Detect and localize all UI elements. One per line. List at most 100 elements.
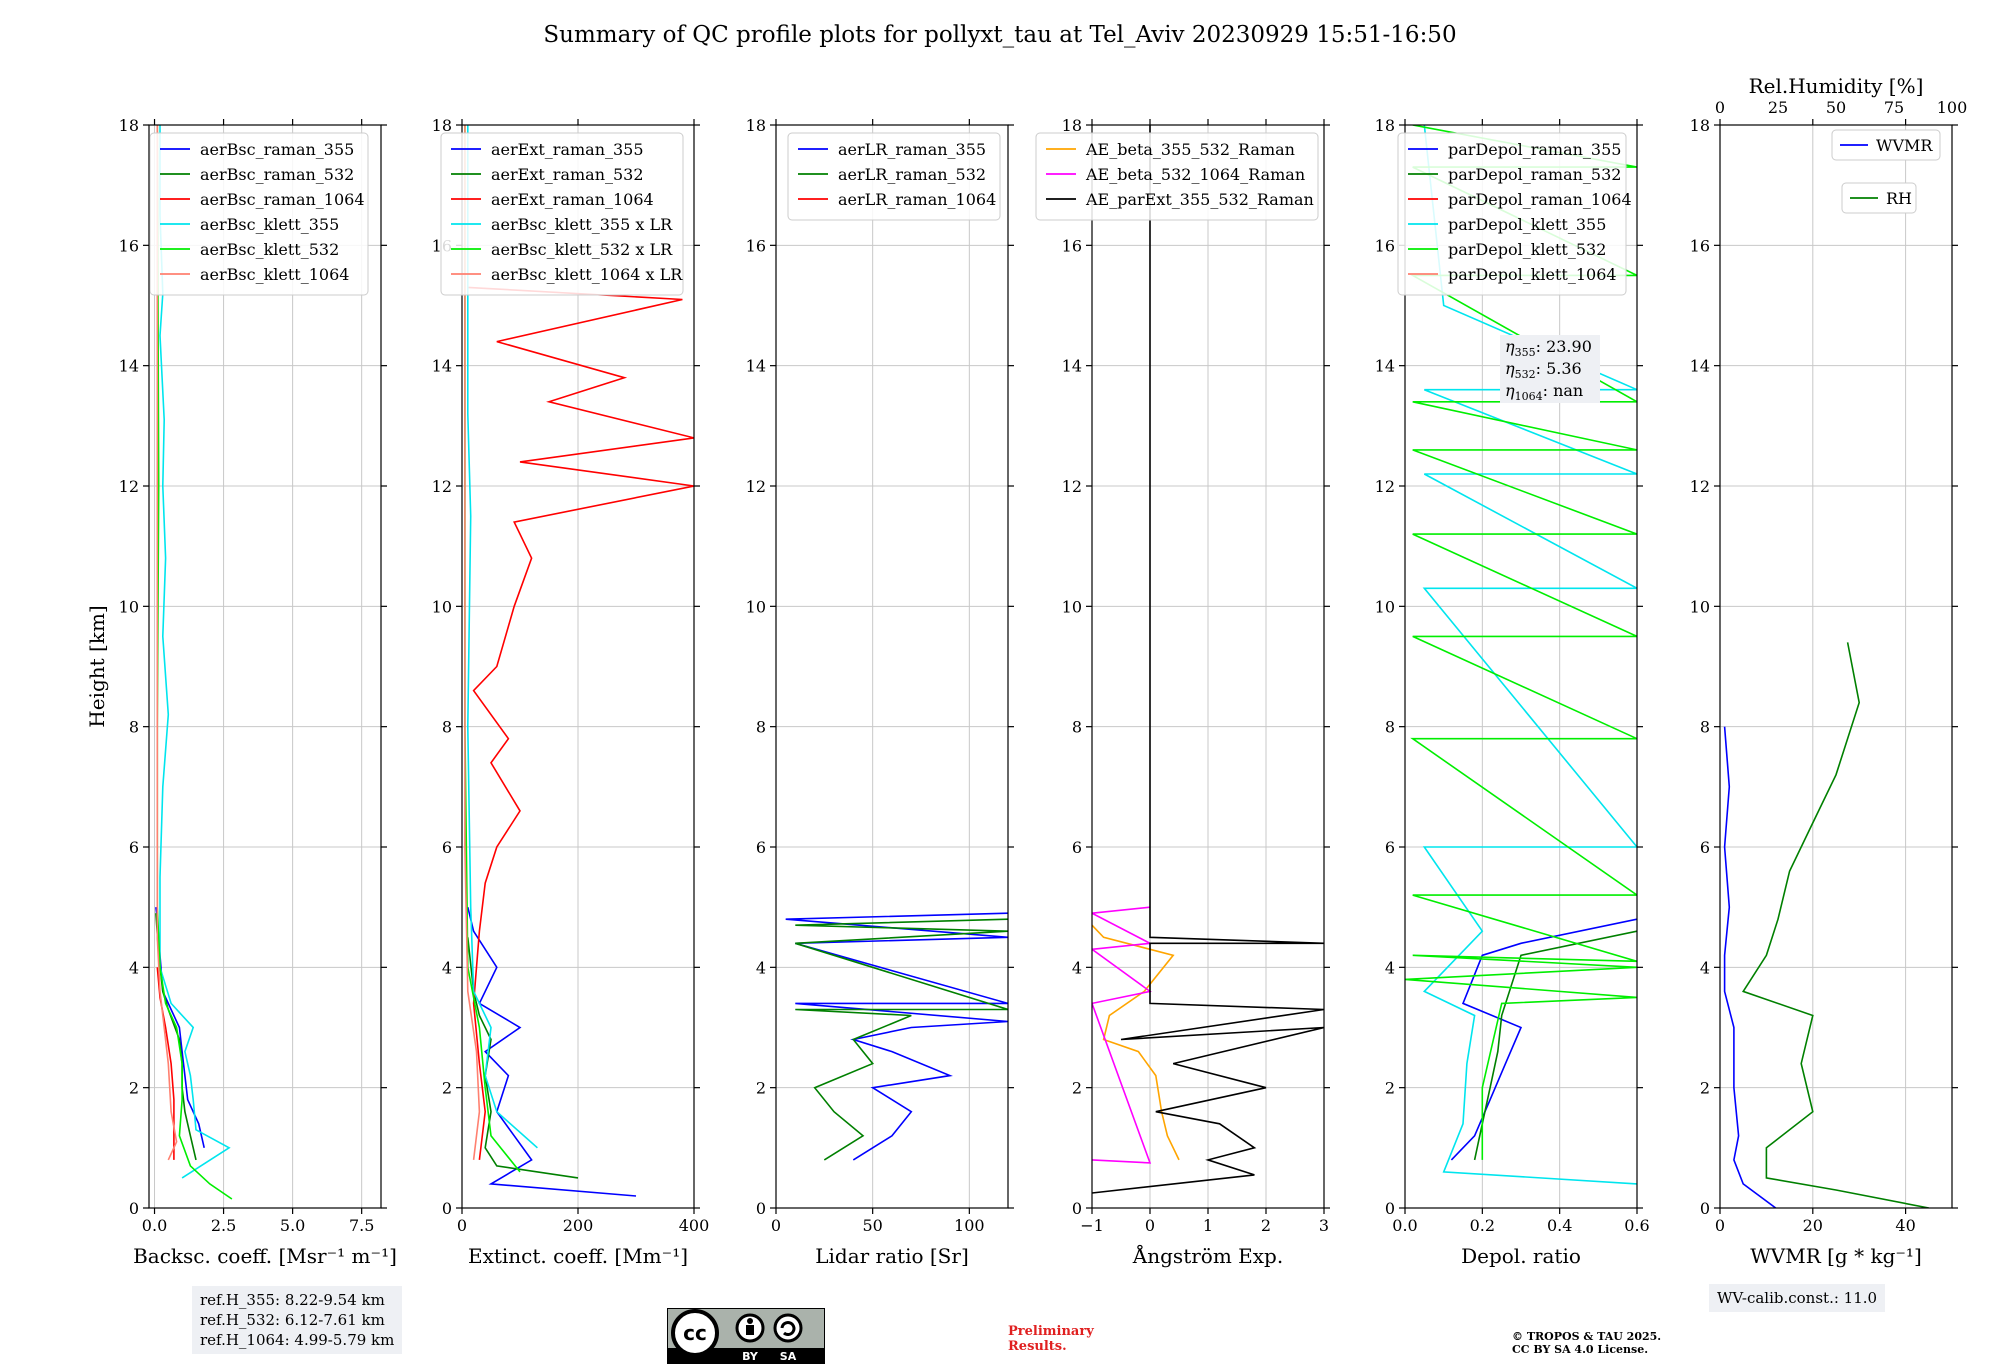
y-tick-label: 16 xyxy=(746,236,766,255)
axes-frame xyxy=(775,124,1009,1209)
y-tick-label: 4 xyxy=(129,958,139,977)
legend: WVMR xyxy=(1831,129,1941,161)
series-line-WVMR xyxy=(1723,726,1777,1208)
series-line-aerExt_raman_355 xyxy=(467,907,637,1197)
panel-lidar_ratio: 0 50 100 0 2 4 6 8 10 12 14 16 18 Lidar ratio [Sr] aer… xyxy=(746,116,1014,1268)
y-tick-label: 12 xyxy=(1062,477,1082,496)
x-axis-label: Backsc. coeff. [Msr⁻¹ m⁻¹] xyxy=(133,1244,397,1268)
y-tick-label: 10 xyxy=(1375,597,1395,616)
series-group xyxy=(1092,125,1324,1194)
y-tick-label: 10 xyxy=(1690,597,1710,616)
x-tick-label: 1 xyxy=(1203,1216,1213,1235)
y-tick-label: 14 xyxy=(1375,357,1395,376)
by-label: BY xyxy=(742,1350,759,1363)
y-tick-label: 2 xyxy=(756,1079,766,1098)
series-line-aerBsc_klett_1064 xyxy=(156,125,178,1161)
y-tick-label: 18 xyxy=(1375,116,1395,135)
legend-label: RH xyxy=(1886,189,1912,208)
figure-title: Summary of QC profile plots for pollyxt_… xyxy=(543,22,1457,48)
y-tick-label: 18 xyxy=(1062,116,1082,135)
legend: aerLR_raman_355 aerLR_raman_532 aerLR_rama… xyxy=(787,132,1001,221)
y-axis-label: Height [km] xyxy=(85,605,109,727)
series-line-aerBsc_klett_1064 x LR xyxy=(464,125,481,1160)
series-group xyxy=(155,125,233,1200)
legend-label: aerExt_raman_355 xyxy=(491,140,644,159)
x2-tick-label: 0 xyxy=(1715,98,1725,117)
x-tick-label: 0 xyxy=(457,1216,467,1235)
y-tick-label: 2 xyxy=(1072,1079,1082,1098)
y-tick-label: 16 xyxy=(119,236,139,255)
x-tick-label: 200 xyxy=(563,1216,594,1235)
y-tick-label: 0 xyxy=(1072,1199,1082,1218)
legend-label: parDepol_klett_1064 xyxy=(1448,265,1617,284)
y-tick-label: 8 xyxy=(1385,718,1395,737)
x-tick-label: −1 xyxy=(1080,1216,1104,1235)
legend-label: aerExt_raman_532 xyxy=(491,165,644,184)
series-line-aerBsc_klett_355 x LR xyxy=(466,125,538,1149)
cc-icon xyxy=(671,1309,719,1357)
series-group xyxy=(785,912,1008,1161)
legend-label: aerBsc_raman_1064 xyxy=(200,190,365,209)
sa-label: SA xyxy=(780,1350,797,1363)
legend-label: aerBsc_raman_532 xyxy=(200,165,354,184)
y-tick-label: 6 xyxy=(442,838,452,857)
legend-label: aerBsc_klett_532 x LR xyxy=(491,240,673,259)
y-tick-label: 6 xyxy=(1700,838,1710,857)
x2-tick-label: 50 xyxy=(1826,98,1846,117)
x-tick-label: 0.6 xyxy=(1624,1216,1649,1235)
legend: AE_beta_355_532_Raman AE_beta_532_1064_Ra… xyxy=(1035,132,1319,221)
y-tick-label: 4 xyxy=(1700,958,1710,977)
y-tick-label: 0 xyxy=(1385,1199,1395,1218)
x2-tick-label: 75 xyxy=(1884,98,1904,117)
legend-label: aerBsc_klett_1064 x LR xyxy=(491,265,683,284)
eta-line-1064: η1064: nan xyxy=(1505,381,1583,403)
y-tick-label: 8 xyxy=(1700,718,1710,737)
y-tick-label: 16 xyxy=(1375,236,1395,255)
y-tick-label: 18 xyxy=(119,116,139,135)
y-tick-label: 12 xyxy=(432,477,452,496)
series-group xyxy=(464,125,694,1197)
series-line-parDepol_raman_355 xyxy=(1450,918,1637,1161)
x-axis-label: Lidar ratio [Sr] xyxy=(815,1244,969,1268)
legend: aerBsc_raman_355 aerBsc_raman_532 aerBsc_r… xyxy=(149,132,369,296)
y-tick-label: 10 xyxy=(119,597,139,616)
legend-label: parDepol_raman_355 xyxy=(1448,140,1621,159)
legend-label: parDepol_raman_532 xyxy=(1448,165,1621,184)
x-tick-label: 0 xyxy=(771,1216,781,1235)
y-tick-label: 4 xyxy=(1072,958,1082,977)
y-tick-label: 14 xyxy=(432,357,452,376)
share-alike-icon xyxy=(773,1313,803,1343)
y-tick-label: 6 xyxy=(129,838,139,857)
y-tick-label: 12 xyxy=(119,477,139,496)
panel-depol: 0.0 0.2 0.4 0.6 0 2 4 6 8 10 12 14 16 18 Depol. ratio p… xyxy=(1375,116,1650,1268)
eta-line-355: η355: 23.90 xyxy=(1505,337,1592,359)
series-line-aerExt_raman_532 xyxy=(467,937,579,1179)
y-tick-label: 10 xyxy=(432,597,452,616)
axes-frame xyxy=(148,124,382,1209)
x-tick-label: 2 xyxy=(1261,1216,1271,1235)
y-tick-label: 4 xyxy=(442,958,452,977)
x-axis-label: Extinct. coeff. [Mm⁻¹] xyxy=(468,1244,688,1268)
y-tick-label: 0 xyxy=(442,1199,452,1218)
series-line-aerExt_raman_1064 xyxy=(467,286,694,1160)
panel-wvmr: 0 20 40 0 2 4 6 8 10 12 14 16 18 WVMR [g * kg⁻¹] 0 25 50… xyxy=(1690,74,1968,1268)
legend: aerExt_raman_355 aerExt_raman_532 aerExt_r… xyxy=(440,132,684,296)
y-tick-label: 16 xyxy=(1062,236,1082,255)
y-tick-label: 12 xyxy=(1690,477,1710,496)
cc-text: cc xyxy=(683,1321,707,1345)
y-tick-label: 6 xyxy=(1072,838,1082,857)
legend-box xyxy=(787,132,1001,221)
axes-frame xyxy=(1404,124,1638,1209)
preliminary-line-1: Preliminary xyxy=(1008,1324,1094,1339)
legend-label: aerLR_raman_532 xyxy=(838,165,986,184)
x-tick-label: 0.0 xyxy=(142,1216,167,1235)
legend-label: aerBsc_klett_532 xyxy=(200,240,339,259)
y-tick-label: 14 xyxy=(746,357,766,376)
copyright-note: © TROPOS & TAU 2025. CC BY SA 4.0 Licens… xyxy=(1512,1330,1661,1356)
top-x-axis-label: Rel.Humidity [%] xyxy=(1749,74,1924,98)
series-line-AE_beta_532_1064_Raman xyxy=(1092,906,1153,1164)
y-tick-label: 0 xyxy=(756,1199,766,1218)
cc-license-badge: cc BY SA xyxy=(667,1308,825,1364)
